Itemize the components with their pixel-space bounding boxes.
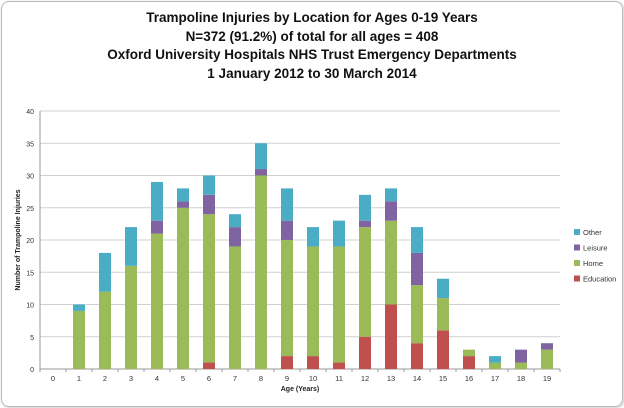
bar-segment-home — [255, 175, 267, 369]
bar-segment-education — [463, 356, 475, 369]
bar-segment-other — [359, 194, 371, 221]
chart-title-line-4: 1 January 2012 to 30 March 2014 — [207, 66, 417, 81]
bar-segment-education — [359, 336, 371, 369]
bar-segment-other — [307, 227, 319, 247]
x-tick-label: 1 — [77, 374, 81, 383]
bar-segment-other — [229, 214, 241, 228]
legend-label-home: Home — [583, 259, 603, 268]
bar-segment-leisure — [151, 220, 163, 234]
bar-segment-other — [73, 304, 85, 311]
bar-segment-home — [515, 362, 527, 369]
y-tick-label: 25 — [26, 206, 34, 213]
x-tick-label: 12 — [361, 374, 369, 383]
y-axis-label: Number of Trampoline Injuries — [15, 189, 22, 290]
legend-label-leisure: Leisure — [583, 244, 608, 253]
chart-title-line-2: N=372 (91.2%) of total for all ages = 40… — [185, 29, 439, 44]
bar-segment-other — [281, 188, 293, 221]
x-tick-label: 5 — [181, 374, 185, 383]
bar-segment-home — [151, 233, 163, 369]
bar-segment-leisure — [385, 201, 397, 221]
y-tick-label: 30 — [26, 174, 34, 181]
bar-segment-home — [281, 240, 293, 357]
bar-segment-education — [437, 330, 449, 369]
bar-segment-home — [489, 362, 501, 369]
bar-segment-home — [99, 291, 111, 369]
y-tick-label: 35 — [26, 141, 34, 148]
bar-segment-home — [229, 246, 241, 369]
x-tick-label: 9 — [285, 374, 289, 383]
bar-segment-leisure — [359, 220, 371, 228]
bar-segment-other — [177, 188, 189, 202]
bar-segment-other — [385, 188, 397, 202]
legend-swatch-education — [574, 275, 580, 282]
x-tick-label: 11 — [335, 374, 343, 383]
y-tick-label: 10 — [26, 303, 34, 310]
y-tick-label: 0 — [30, 367, 34, 374]
x-tick-label: 2 — [103, 374, 107, 383]
bar-segment-leisure — [203, 194, 215, 215]
bar-segment-leisure — [229, 227, 241, 247]
x-tick-label: 16 — [465, 374, 473, 383]
bar-segment-home — [73, 310, 85, 369]
bar-segment-education — [411, 343, 423, 369]
legend-swatch-home — [574, 260, 580, 266]
x-tick-label: 7 — [233, 374, 237, 383]
x-tick-label: 3 — [129, 374, 133, 383]
bar-segment-education — [385, 304, 397, 369]
bar-segment-other — [437, 278, 449, 299]
chart-title-line-3: Oxford University Hospitals NHS Trust Em… — [107, 47, 517, 62]
bar-segment-home — [125, 265, 137, 369]
bar-segment-education — [281, 356, 293, 369]
x-tick-label: 15 — [439, 374, 447, 383]
bar-segment-leisure — [411, 252, 423, 286]
x-axis-label: Age (Years) — [281, 386, 320, 393]
bar-segment-home — [359, 227, 371, 337]
x-tick-label: 10 — [309, 374, 317, 383]
bar-segment-leisure — [281, 220, 293, 240]
bar-segment-home — [437, 298, 449, 331]
y-tick-label: 15 — [26, 270, 34, 277]
bar-segment-education — [203, 362, 215, 369]
bar-segment-home — [307, 246, 319, 357]
bar-segment-education — [333, 362, 345, 369]
bar-segment-home — [411, 285, 423, 344]
y-tick-label: 5 — [30, 335, 34, 342]
bar-segment-other — [203, 175, 215, 195]
bar-segment-leisure — [255, 169, 267, 176]
bar-segment-other — [333, 220, 345, 247]
bar-segment-home — [177, 207, 189, 369]
x-tick-label: 0 — [51, 374, 55, 383]
bar-segment-other — [255, 143, 267, 170]
bar-segment-education — [307, 356, 319, 369]
bar-segment-leisure — [177, 201, 189, 208]
bar-segment-home — [463, 349, 475, 357]
y-tick-label: 20 — [26, 238, 34, 245]
bar-segment-home — [333, 246, 345, 363]
bar-segment-leisure — [515, 349, 527, 363]
bar-segment-home — [385, 220, 397, 305]
legend-swatch-leisure — [574, 244, 580, 251]
bar-segment-other — [125, 227, 137, 266]
x-tick-label: 19 — [543, 374, 551, 383]
x-tick-label: 4 — [155, 374, 159, 383]
x-tick-label: 14 — [413, 374, 421, 383]
legend-swatch-other — [574, 229, 580, 235]
bar-segment-home — [203, 214, 215, 363]
x-tick-label: 8 — [259, 374, 263, 383]
x-tick-label: 6 — [207, 374, 211, 383]
legend-label-other: Other — [583, 228, 602, 237]
bar-segment-leisure — [541, 343, 553, 350]
x-tick-label: 17 — [491, 374, 499, 383]
bar-segment-home — [541, 349, 553, 369]
x-tick-label: 18 — [517, 374, 525, 383]
legend-label-education: Education — [583, 275, 616, 284]
bar-segment-other — [411, 227, 423, 253]
x-tick-label: 13 — [387, 374, 395, 383]
y-tick-label: 40 — [26, 109, 34, 116]
bar-segment-other — [489, 356, 501, 363]
bar-segment-other — [151, 181, 163, 221]
bar-segment-other — [99, 252, 111, 292]
chart-title-line-1: Trampoline Injuries by Location for Ages… — [146, 10, 478, 25]
